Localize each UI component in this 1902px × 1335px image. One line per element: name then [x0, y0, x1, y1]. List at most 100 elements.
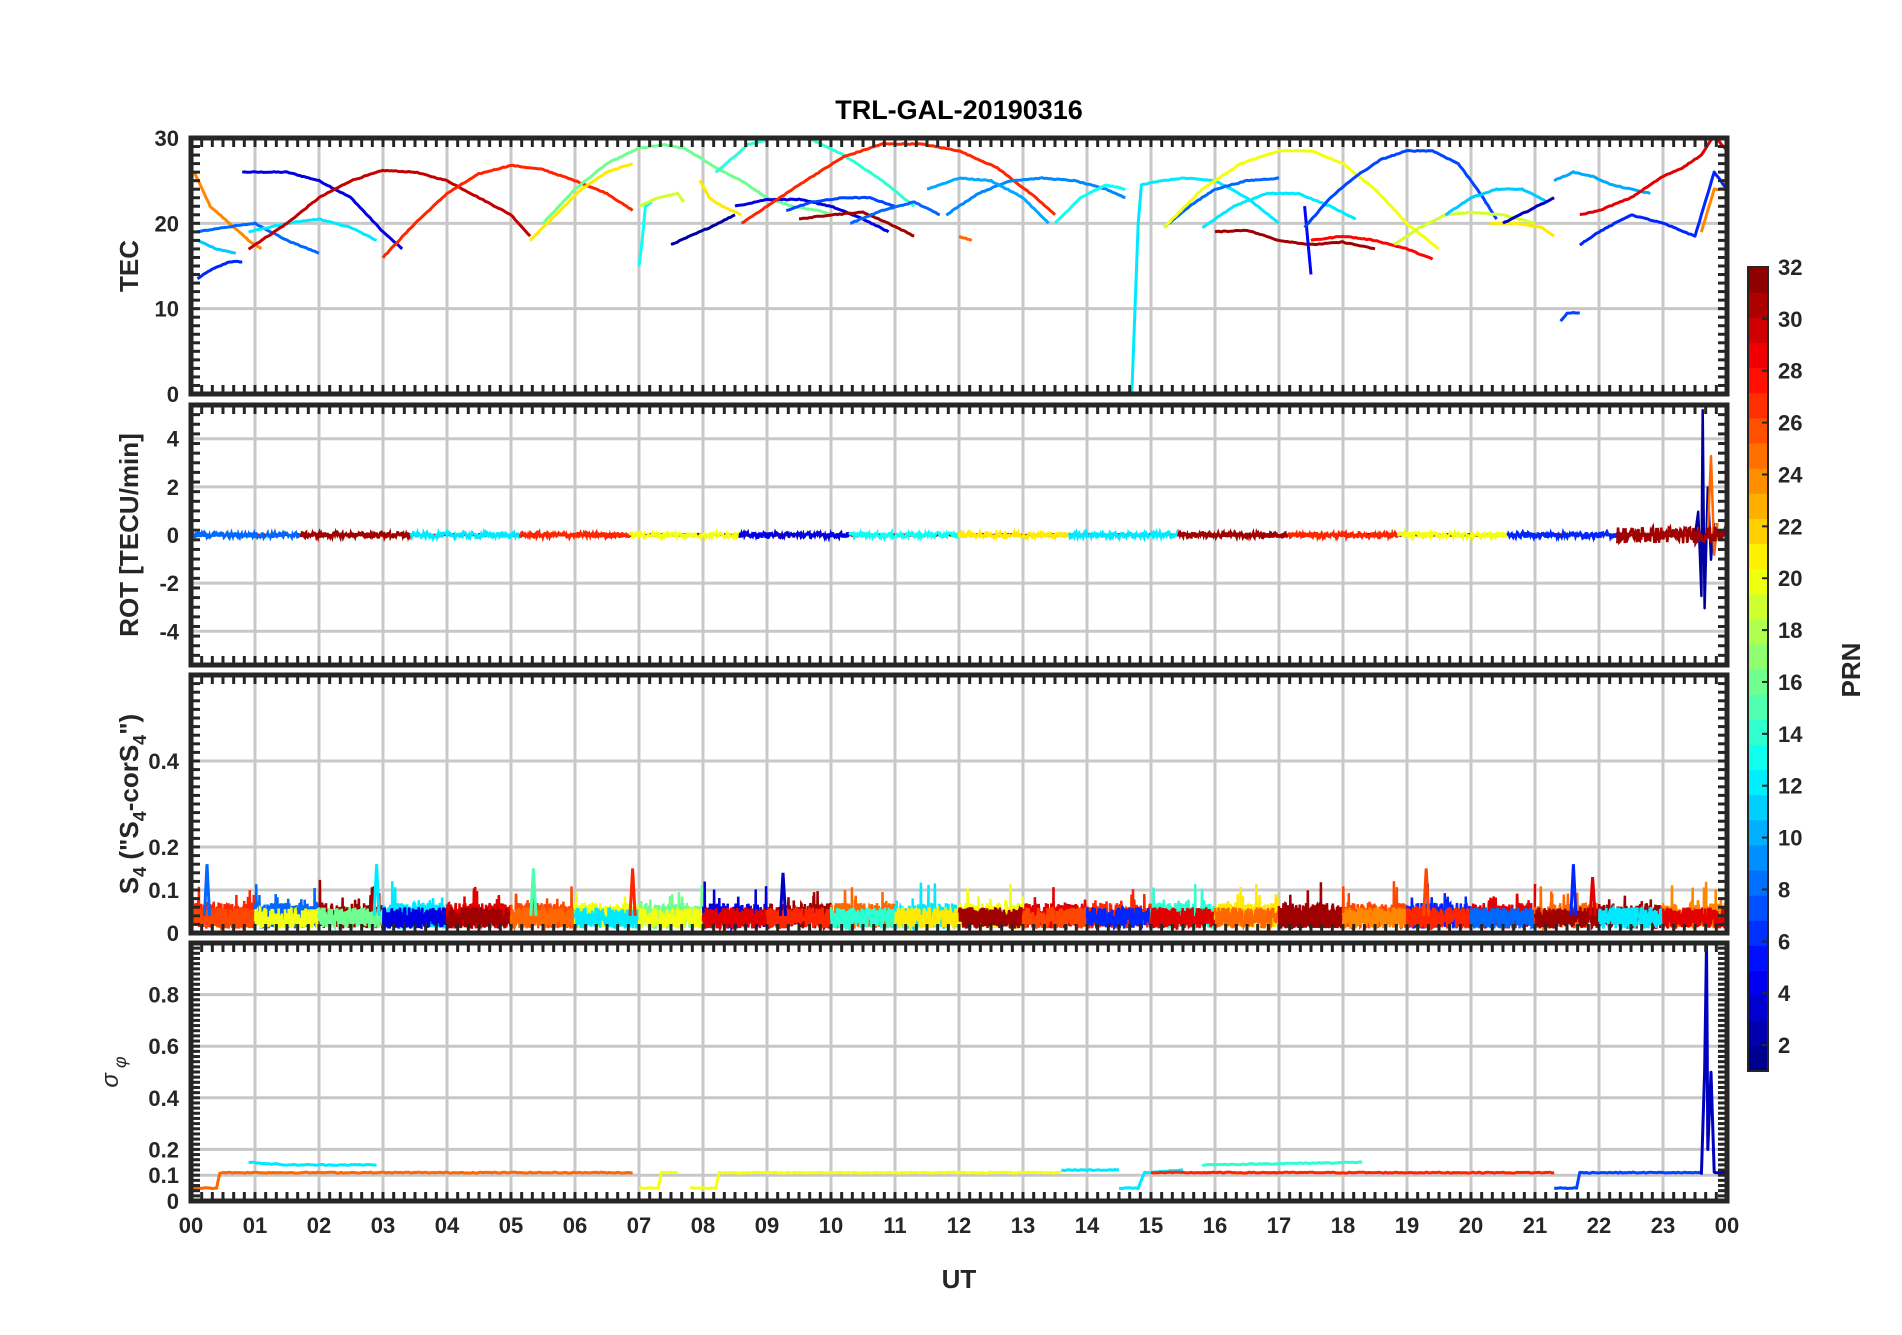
series-layer-s4 [191, 864, 1727, 933]
x-tick-label: 14 [1075, 1213, 1100, 1238]
y-tick-label-s4: 0.1 [148, 878, 179, 903]
x-tick-label: 09 [755, 1213, 779, 1238]
s4-band2-prn-6 [1085, 904, 1153, 933]
y-axis-label-sigma: σ φ [97, 1056, 130, 1087]
x-tick-label: 04 [435, 1213, 460, 1238]
colorbar-tick-label: 10 [1778, 826, 1802, 851]
series-line-prn-13 [1053, 183, 1126, 225]
s4-band2-prn-31 [957, 905, 1025, 929]
colorbar-swatch [1748, 794, 1768, 821]
series-line-prn-4 [241, 170, 404, 251]
rot-noise-prn-21 [957, 527, 1070, 543]
y-tick-label-tec: 30 [155, 126, 179, 151]
colorbar-swatch [1748, 1045, 1768, 1072]
series-line-prn-13 [637, 200, 653, 267]
rot-noise-prn-12 [409, 527, 522, 543]
colorbar-swatch [1748, 342, 1768, 369]
colorbar-tick-label: 2 [1778, 1033, 1790, 1058]
x-tick-label: 22 [1587, 1213, 1611, 1238]
y-axis-label-part: φ [110, 1056, 130, 1073]
y-tick-label-sigma: 0 [167, 1189, 179, 1214]
x-tick-label: 00 [1715, 1213, 1739, 1238]
colorbar-tick-label: 14 [1778, 722, 1803, 747]
series-line-prn-27 [1150, 1170, 1555, 1175]
s4-band2-prn-14 [829, 906, 897, 933]
series-line-prn-7 [1559, 311, 1580, 323]
y-tick-label-s4: 0.4 [148, 749, 179, 774]
rot-noise-prn-13 [848, 527, 961, 543]
series-layer-rot [191, 408, 1727, 610]
series-line-prn-24 [192, 171, 263, 251]
s4-spike-prn-6 [1569, 864, 1578, 916]
y-tick-label-tec: 20 [155, 211, 179, 236]
s4-spike-prn-3 [778, 872, 788, 916]
y-axis-label-part: 4 [130, 735, 150, 745]
series-line-prn-5 [1303, 205, 1313, 275]
colorbar-swatch [1748, 292, 1768, 318]
s4-band2-prn-12 [573, 907, 641, 929]
rot-noise-prn-4 [738, 528, 850, 543]
x-tick-label: 19 [1395, 1213, 1419, 1238]
y-axis-label-rot: ROT [TECU/min] [114, 433, 144, 637]
series-layer-tec [192, 138, 1727, 394]
s4-spike-prn-12 [372, 864, 381, 916]
colorbar-swatch [1748, 970, 1768, 997]
rot-noise-prn-27 [518, 528, 631, 543]
series-line-prn-27 [740, 142, 1057, 225]
series-line-prn-30 [247, 168, 532, 251]
colorbar-tick-label: 24 [1778, 462, 1803, 487]
x-tick-label: 00 [179, 1213, 203, 1238]
x-tick-label: 01 [243, 1213, 267, 1238]
colorbar-tick-label: 28 [1778, 359, 1802, 384]
panel-rot: -4 -2 0 2 4 ROT [TECU/min] [114, 402, 1730, 668]
colorbar-swatch [1748, 392, 1768, 419]
y-tick-label-s4: 0.2 [148, 835, 179, 860]
y-tick-label-s4: 0 [167, 921, 179, 946]
colorbar-swatch [1748, 1020, 1768, 1047]
colorbar-tick-label: 18 [1778, 618, 1802, 643]
series-line-prn-20 [689, 1170, 1062, 1190]
series-line-prn-6 [1579, 170, 1727, 247]
y-axis-label-part: -corS [114, 745, 144, 811]
y-tick-label-rot: -4 [159, 619, 179, 644]
colorbar-tick-label: 32 [1778, 255, 1802, 280]
colorbar-swatch [1748, 317, 1768, 343]
s4-band2-prn-21 [893, 904, 961, 933]
colorbar-swatch [1748, 995, 1768, 1022]
y-axis-label-part: 4 [130, 867, 150, 877]
colorbar-swatch [1748, 719, 1768, 745]
series-line-prn-8 [1162, 176, 1280, 229]
series-line-prn-28 [1310, 234, 1434, 261]
series-line-prn-3 [1699, 943, 1727, 1175]
colorbar-swatch [1748, 442, 1768, 469]
y-tick-label-tec: 10 [155, 297, 179, 322]
panel-sigma: 00.10.2 0.4 0.6 0.8 σ φ [97, 940, 1730, 1214]
colorbar-swatch [1748, 518, 1768, 544]
series-line-prn-16 [541, 143, 704, 225]
panel-tec: 0 10 20 30 TEC [114, 126, 1730, 407]
series-line-prn-11 [196, 238, 237, 255]
series-line-prn-25 [958, 235, 973, 242]
series-line-prn-12 [248, 1160, 377, 1167]
x-tick-label: 16 [1203, 1213, 1227, 1238]
rot-noise-prn-20 [628, 527, 741, 542]
series-line-prn-12 [1201, 191, 1357, 229]
colorbar-tick-label: 12 [1778, 774, 1802, 799]
y-tick-label-sigma: 0.4 [148, 1086, 179, 1111]
colorbar-swatch [1748, 669, 1768, 695]
s4-band2-prn-25 [509, 906, 577, 933]
x-tick-label: 17 [1267, 1213, 1291, 1238]
series-line-prn-11 [1444, 187, 1549, 217]
colorbar-tick-label: 6 [1778, 929, 1790, 954]
s4-band2-prn-29 [701, 906, 769, 933]
colorbar-swatch [1748, 568, 1768, 595]
series-line-prn-8 [849, 200, 941, 225]
s4-spike-prn-29 [1588, 877, 1597, 916]
series-line-prn-7 [785, 195, 896, 213]
series-line-prn-7 [1553, 1170, 1702, 1190]
s4-spike-prn-27 [628, 868, 637, 916]
x-tick-label: 07 [627, 1213, 651, 1238]
colorbar-swatch [1748, 769, 1768, 796]
colorbar-swatch [1748, 618, 1768, 645]
